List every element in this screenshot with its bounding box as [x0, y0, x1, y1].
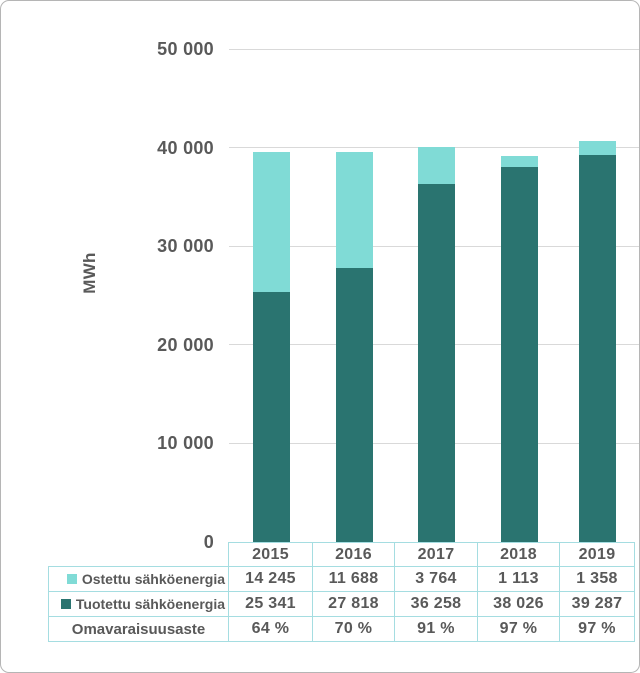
year-header-2016: 2016	[312, 542, 395, 567]
cell-ostettu-2017: 3 764	[394, 566, 478, 592]
bar-2017-tuotettu	[418, 184, 455, 542]
cell-omavaraisuusaste-2016: 70 %	[312, 616, 395, 642]
y-tick-label-10000: 10 000	[157, 433, 214, 454]
cell-ostettu-2019: 1 358	[559, 566, 635, 592]
year-header-2015: 2015	[228, 542, 313, 567]
legend-swatch-ostettu	[66, 574, 77, 584]
bar-2015-ostettu	[252, 151, 290, 293]
table-header-row: 2015 2016 2017 2018 2019	[49, 542, 635, 567]
year-header-2019: 2019	[559, 542, 635, 567]
cell-ostettu-2016: 11 688	[312, 566, 395, 592]
table-row-omavaraisuusaste: Omavaraisuusaste 64 % 70 % 91 % 97 % 97 %	[48, 616, 635, 642]
table-row-ostettu: Ostettu sähköenergia 14 245 11 688 3 764 1 1…	[48, 566, 635, 592]
gridline-50000	[229, 48, 639, 50]
row-label-tuotettu: Tuotettu sähköenergia	[75, 596, 225, 612]
bar-2016-tuotettu	[335, 267, 373, 542]
cell-ostettu-2015: 14 245	[228, 566, 313, 592]
cell-tuotettu-2018: 38 026	[477, 591, 560, 617]
year-header-2017: 2017	[394, 542, 478, 567]
row-label-ostettu: Ostettu sähköenergia	[81, 571, 225, 587]
bar-2019-tuotettu	[579, 154, 616, 542]
row-label-omavaraisuusaste: Omavaraisuusaste	[71, 620, 206, 638]
cell-ostettu-2018: 1 113	[477, 566, 560, 592]
bar-2018-ostettu	[500, 156, 538, 168]
year-header-2018: 2018	[477, 542, 560, 567]
y-tick-label-30000: 30 000	[157, 236, 214, 257]
row-label-cell-ostettu: Ostettu sähköenergia	[48, 566, 229, 592]
cell-omavaraisuusaste-2019: 97 %	[559, 616, 635, 642]
bar-2015-tuotettu	[252, 292, 290, 542]
cell-omavaraisuusaste-2017: 91 %	[394, 616, 478, 642]
table-row-tuotettu: Tuotettu sähköenergia 25 341 27 818 36 258 3…	[48, 591, 635, 617]
bar-2019-ostettu	[579, 141, 616, 155]
value-table: 2015 2016 2017 2018 2019 Ostettu sähköenergia…	[48, 542, 635, 642]
cell-tuotettu-2015: 25 341	[228, 591, 313, 617]
y-axis-title: MWh	[80, 252, 99, 294]
cell-omavaraisuusaste-2015: 64 %	[228, 616, 313, 642]
row-label-cell-tuotettu: Tuotettu sähköenergia	[48, 591, 229, 617]
data-table-container: 2015 2016 2017 2018 2019 Ostettu sähköenergia…	[48, 542, 635, 642]
cell-tuotettu-2019: 39 287	[559, 591, 635, 617]
legend-swatch-tuotettu	[60, 599, 71, 609]
y-tick-label-20000: 20 000	[157, 334, 214, 355]
y-tick-label-50000: 50 000	[157, 39, 214, 59]
cell-tuotettu-2016: 27 818	[312, 591, 395, 617]
y-tick-label-0: 0	[203, 532, 214, 552]
y-tick-label-40000: 40 000	[157, 137, 214, 158]
cell-omavaraisuusaste-2018: 97 %	[477, 616, 560, 642]
bar-2016-ostettu	[335, 152, 373, 268]
bar-2018-tuotettu	[500, 167, 538, 542]
bar-2017-ostettu	[418, 147, 455, 185]
cell-tuotettu-2017: 36 258	[394, 591, 478, 617]
table-corner-blank	[49, 543, 229, 567]
row-label-cell-omavaraisuusaste: Omavaraisuusaste	[48, 616, 229, 642]
